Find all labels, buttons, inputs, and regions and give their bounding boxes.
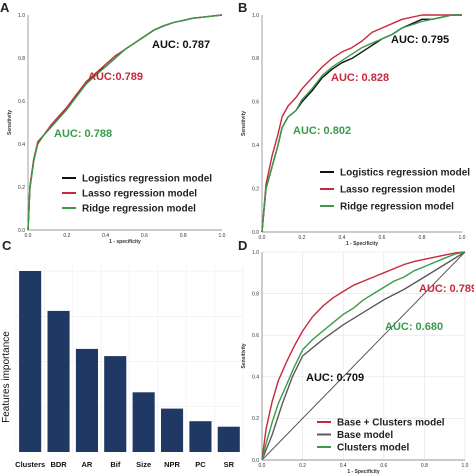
y-tick-label: 0.0	[18, 228, 25, 234]
x-tick-label: 0.0	[259, 463, 266, 469]
x-tick-label: 1.0	[459, 235, 466, 241]
bar-clusters	[19, 271, 42, 452]
x-tick-label: 0.6	[380, 463, 387, 469]
auc-annotation: AUC: 0.788	[54, 128, 112, 140]
bar-bif	[104, 356, 127, 452]
x-tick-label: 0.0	[25, 233, 32, 239]
x-tick-label: 0.4	[102, 233, 109, 239]
panel-letter: C	[2, 238, 12, 253]
legend-label: Logistics regression model	[82, 174, 212, 185]
y-tick-label: 0.0	[252, 230, 259, 236]
legend-label: Base model	[337, 430, 393, 441]
roc-curve-3	[27, 14, 223, 231]
y-tick-label: 0.8	[252, 56, 259, 62]
x-tick-label: 0.6	[379, 235, 386, 241]
y-tick-label: 0.6	[18, 99, 25, 105]
x-tick-label: AR	[82, 460, 93, 469]
auc-annotation: AUC:0.789	[88, 71, 143, 83]
auc-annotation: AUC: 0.828	[331, 72, 389, 84]
x-tick-label: 0.8	[180, 233, 187, 239]
y-tick-label: 1.0	[252, 250, 259, 256]
panel-letter: A	[0, 0, 10, 15]
x-tick-label: 0.4	[339, 235, 346, 241]
y-tick-label: 1.0	[252, 13, 259, 19]
x-tick-label: 0.8	[419, 235, 426, 241]
bar-ar	[75, 348, 98, 452]
y-tick-label: 0.8	[18, 56, 25, 62]
auc-annotation: AUC: 0.787	[152, 39, 210, 51]
x-tick-label: 0.2	[299, 235, 306, 241]
x-tick-label: 1.0	[219, 233, 226, 239]
y-tick-label: 0.2	[252, 186, 259, 192]
y-tick-label: 0.4	[252, 143, 259, 149]
legend-label: Clusters model	[337, 443, 409, 454]
x-tick-label: NPR	[164, 460, 180, 469]
y-axis-label: Sensitivity	[241, 343, 247, 368]
x-tick-label: 0.2	[299, 463, 306, 469]
y-tick-label: 1.0	[18, 13, 25, 19]
y-tick-label: 0.2	[252, 416, 259, 422]
panel-B: B 0.0 0.2 0.4 0.6 0.8 1.0 0.0 0.2 0.4 0.6 0.8 1.0 1 -…	[238, 0, 470, 247]
panel-letter: B	[238, 0, 247, 15]
x-tick-label: Bif	[110, 460, 121, 469]
x-tick-label: 0.4	[340, 463, 347, 469]
y-tick-label: 0.2	[18, 185, 25, 191]
x-tick-label: Clusters	[15, 460, 45, 469]
panel-C: C Clusters BDR AR Bif Size NPR PC SR Features imp…	[1, 238, 244, 469]
roc-curve-2	[261, 14, 462, 233]
bar-bdr	[47, 310, 70, 452]
panel-A: A 0.0 0.2 0.4 0.6 0.8 1.0 0.0 0.2 0.4 0.6 0.8 1.0 1 -…	[0, 0, 226, 245]
bar-sr	[217, 426, 240, 452]
x-tick-label: 0.8	[421, 463, 428, 469]
x-tick-label: BDR	[50, 460, 67, 469]
legend-label: Lasso regression model	[82, 189, 197, 200]
y-tick-label: 0.0	[252, 458, 259, 464]
roc-curve-1	[261, 251, 466, 461]
auc-annotation: AUC: 0.802	[293, 125, 351, 137]
x-tick-label: 0.6	[141, 233, 148, 239]
x-tick-label: Size	[136, 460, 151, 469]
diagonal-reference-line	[261, 251, 466, 461]
x-tick-label: 1.0	[462, 463, 469, 469]
y-axis-label: Features importance	[1, 331, 12, 423]
x-axis-label: 1 - Specificity	[347, 469, 379, 474]
x-tick-label: 0.2	[63, 233, 70, 239]
panel-D: D 0.0 0.2 0.4 0.6 0.8 1.0 0.0 0.2 0.4 0.6 0.8 1.0 1 -…	[238, 238, 474, 474]
roc-curve-2	[261, 251, 466, 461]
panel-letter: D	[238, 238, 247, 253]
auc-annotation: AUC: 0.680	[385, 321, 443, 333]
y-tick-label: 0.6	[252, 333, 259, 339]
x-axis-label: 1 - Specificity	[346, 241, 378, 247]
x-axis-label: 1 - specificity	[109, 239, 141, 245]
auc-annotation: AUC: 0.7890	[419, 283, 474, 295]
legend-label: Ridge regression model	[340, 202, 454, 213]
x-tick-label: SR	[224, 460, 235, 469]
y-axis-label: Sensitivity	[241, 111, 247, 136]
y-tick-label: 0.4	[252, 375, 259, 381]
roc-curve-3	[261, 14, 462, 233]
legend-label: Lasso regression model	[340, 185, 455, 196]
roc-curve-3	[261, 251, 466, 461]
y-tick-label: 0.8	[252, 291, 259, 297]
bar-pc	[189, 421, 212, 452]
x-tick-label: 0.0	[259, 235, 266, 241]
y-tick-label: 0.6	[252, 100, 259, 106]
y-axis-label: Sensitivity	[7, 110, 13, 135]
auc-annotation: AUC: 0.709	[306, 372, 364, 384]
legend-label: Logistics regression model	[340, 168, 470, 179]
legend-label: Base + Clusters model	[337, 418, 445, 429]
y-tick-label: 0.4	[18, 142, 25, 148]
bar-size	[132, 392, 155, 452]
x-tick-label: PC	[195, 460, 206, 469]
auc-annotation: AUC: 0.795	[391, 34, 449, 46]
legend-label: Ridge regression model	[82, 204, 196, 215]
bar-npr	[161, 408, 184, 452]
